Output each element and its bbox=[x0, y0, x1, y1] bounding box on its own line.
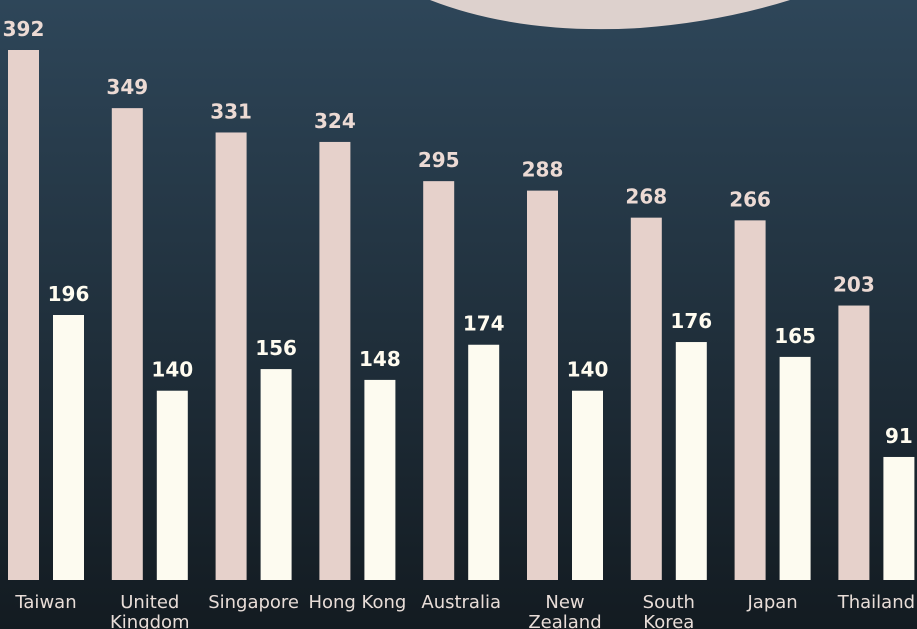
x-tick-label: Japan bbox=[747, 592, 798, 613]
value-label: 266 bbox=[729, 187, 771, 211]
value-label: 295 bbox=[418, 148, 460, 172]
bar bbox=[883, 456, 915, 580]
value-label: 91 bbox=[885, 424, 913, 448]
value-label: 196 bbox=[48, 282, 90, 306]
value-label: 176 bbox=[670, 309, 712, 333]
x-tick-label: Australia bbox=[421, 592, 501, 613]
value-label: 268 bbox=[625, 185, 667, 209]
x-tick-label: Thailand bbox=[837, 592, 916, 613]
bar bbox=[319, 141, 351, 580]
bar bbox=[111, 108, 143, 580]
x-tick-label: South Korea bbox=[642, 592, 695, 629]
bar bbox=[8, 50, 39, 580]
bar bbox=[260, 369, 292, 580]
bar bbox=[215, 132, 247, 580]
bar bbox=[630, 217, 662, 580]
bar bbox=[364, 379, 396, 580]
bar bbox=[468, 344, 500, 580]
bar bbox=[838, 305, 870, 580]
x-tick-label: Taiwan bbox=[15, 592, 77, 613]
x-tick-label: Singapore bbox=[208, 592, 299, 613]
value-label: 165 bbox=[774, 324, 816, 348]
bar bbox=[779, 356, 811, 580]
value-label: 140 bbox=[567, 358, 609, 382]
value-label: 174 bbox=[463, 312, 505, 336]
bar bbox=[156, 390, 188, 580]
bar bbox=[423, 181, 455, 581]
value-label: 140 bbox=[151, 358, 193, 382]
value-label: 331 bbox=[210, 99, 252, 123]
bar bbox=[53, 315, 84, 580]
value-label: 349 bbox=[106, 75, 148, 99]
bar bbox=[675, 342, 707, 580]
x-tick-label: United Kingdom bbox=[109, 592, 190, 629]
value-label: 156 bbox=[255, 336, 297, 360]
value-label: 392 bbox=[3, 17, 45, 41]
x-tick-label: Hong Kong bbox=[308, 592, 407, 613]
bar bbox=[734, 220, 766, 580]
value-label: 148 bbox=[359, 347, 401, 371]
value-label: 203 bbox=[833, 273, 875, 297]
value-label: 324 bbox=[314, 109, 356, 133]
x-tick-label: New Zealand bbox=[528, 592, 602, 629]
decor-blob bbox=[430, 0, 790, 30]
value-label: 288 bbox=[522, 158, 564, 182]
bar bbox=[572, 390, 603, 580]
bar bbox=[527, 190, 558, 580]
